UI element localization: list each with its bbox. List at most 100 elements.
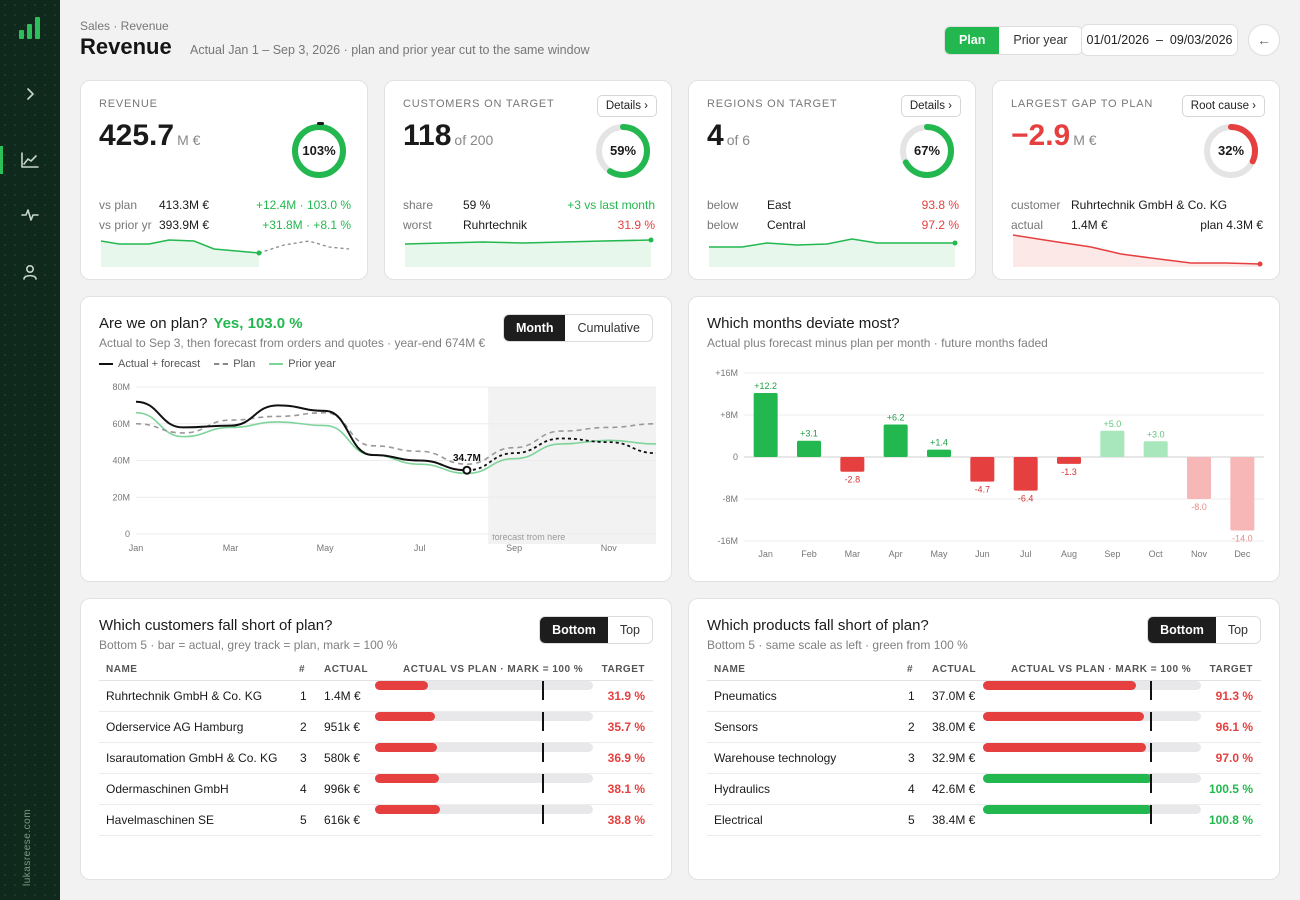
actual-bar: [983, 805, 1153, 814]
row-target: 91.3 %: [1215, 689, 1253, 703]
column-header[interactable]: #: [299, 664, 306, 675]
row-rank: 5: [908, 813, 915, 827]
table-row[interactable]: Hydraulics 4 42.6M € 100.5 %: [707, 774, 1261, 805]
current-point-label: 34.7M: [453, 453, 481, 464]
row-name: Warehouse technology: [714, 751, 837, 765]
row-name: Electrical: [714, 813, 763, 827]
target-mark: [1149, 681, 1152, 700]
actual-bar: [375, 712, 435, 721]
actual-bar: [983, 681, 1137, 690]
kpi-ring: 103%: [289, 121, 349, 181]
top-toggle-button[interactable]: Top: [1227, 623, 1248, 637]
site-credit[interactable]: lukasreese.com: [22, 808, 33, 886]
bar-value-label: +12.2: [754, 381, 777, 391]
row-actual: 951k €: [324, 720, 361, 734]
row-rank: 2: [300, 720, 307, 734]
row-rank: 1: [300, 689, 307, 703]
table-row[interactable]: Warehouse technology 3 32.9M € 97.0 %: [707, 743, 1261, 774]
breadcrumb[interactable]: Sales · Revenue: [80, 19, 169, 33]
y-tick-label: -8M: [723, 494, 739, 504]
column-header[interactable]: TARGET: [601, 664, 645, 675]
table-row[interactable]: Electrical 5 38.4M € 100.8 %: [707, 805, 1261, 836]
back-arrow-icon[interactable]: ←: [1248, 24, 1280, 56]
rank-toggle: Bottom Top: [1147, 616, 1261, 644]
row-actual: 38.4M €: [932, 813, 976, 827]
target-mark: [1149, 743, 1152, 762]
table-row[interactable]: Ruhrtechnik GmbH & Co. KG 1 1.4M € 31.9 %: [99, 681, 653, 712]
row-target: 35.7 %: [607, 720, 645, 734]
panel-subtitle: Bottom 5 · same scale as left · green fr…: [707, 638, 968, 652]
root-cause-button[interactable]: Root cause ›: [1181, 95, 1265, 117]
column-header[interactable]: NAME: [714, 664, 746, 675]
column-header[interactable]: ACTUAL VS PLAN · MARK = 100 %: [1011, 664, 1192, 675]
ring-gauge: [292, 122, 346, 178]
legend-item-plan[interactable]: Plan: [214, 358, 255, 370]
table-row[interactable]: Havelmaschinen SE 5 616k € 38.8 %: [99, 805, 653, 836]
details-button[interactable]: Details ›: [596, 95, 657, 117]
table-row[interactable]: Oderservice AG Hamburg 2 951k € 35.7 %: [99, 712, 653, 743]
y-tick-label: -16M: [717, 536, 738, 546]
user-icon[interactable]: [0, 257, 60, 287]
table-row[interactable]: Sensors 2 38.0M € 96.1 %: [707, 712, 1261, 743]
compare-toggle: Plan Prior year: [944, 26, 1083, 55]
kpi-label: REVENUE: [99, 98, 158, 110]
x-tick-label: Aug: [1061, 549, 1077, 559]
gap-sparkline: [1012, 234, 1263, 267]
y-tick-label: 40M: [112, 456, 130, 466]
bar-value-label: -2.8: [845, 475, 861, 485]
bar-jun: [970, 457, 995, 482]
plan-track: [983, 712, 1201, 731]
logo-bars-icon[interactable]: [19, 17, 41, 39]
kpi-card-revenue: REVENUE 425.7 M € 103% vs plan 413.3M € +12…: [80, 80, 368, 280]
chevron-right-icon[interactable]: [0, 79, 60, 109]
column-header[interactable]: TARGET: [1209, 664, 1253, 675]
pulse-icon[interactable]: [0, 200, 60, 230]
target-mark: [1149, 805, 1152, 824]
column-header[interactable]: #: [907, 664, 914, 675]
bar-value-label: -8.0: [1191, 502, 1207, 512]
kpi-card-largest-gap: LARGEST GAP TO PLAN Root cause › −2.9 M €…: [992, 80, 1280, 280]
compare-plan-button[interactable]: Plan: [945, 27, 1000, 54]
kpi-value: 4 of 6: [707, 119, 751, 152]
bar-value-label: -14.0: [1232, 534, 1253, 544]
top-toggle-button[interactable]: Top: [619, 623, 640, 637]
row-actual: 996k €: [324, 782, 361, 796]
compare-prior-year-button[interactable]: Prior year: [1013, 33, 1068, 47]
x-tick-label: Jul: [1020, 549, 1032, 559]
table-row[interactable]: Isarautomation GmbH & Co. KG 3 580k € 36.9 …: [99, 743, 653, 774]
column-header[interactable]: ACTUAL VS PLAN · MARK = 100 %: [403, 664, 584, 675]
legend-item-actual[interactable]: Actual + forecast: [99, 358, 200, 370]
regions-sparkline: [709, 238, 958, 267]
cumulative-toggle-button[interactable]: Cumulative: [577, 321, 640, 335]
x-tick-label: May: [930, 549, 948, 559]
row-actual: 616k €: [324, 813, 361, 827]
bar-value-label: -4.7: [975, 485, 991, 495]
date-range-picker[interactable]: 01/01/2026 – 09/03/2026: [1081, 24, 1238, 56]
column-header[interactable]: ACTUAL: [932, 664, 977, 675]
details-button[interactable]: Details ›: [900, 95, 961, 117]
bar-dec: [1230, 457, 1255, 531]
row-rank: 3: [908, 751, 915, 765]
actual-bar: [375, 681, 429, 690]
bottom-toggle-button[interactable]: Bottom: [540, 617, 608, 643]
column-header[interactable]: NAME: [106, 664, 138, 675]
panel-title: Are we on plan? Yes, 103.0 %: [99, 315, 303, 332]
table-row[interactable]: Odermaschinen GmbH 4 996k € 38.1 %: [99, 774, 653, 805]
legend-item-prior-year[interactable]: Prior year: [269, 358, 336, 370]
x-tick-label: Nov: [601, 543, 618, 553]
bottom-toggle-button[interactable]: Bottom: [1148, 617, 1216, 643]
month-toggle-button[interactable]: Month: [503, 315, 566, 341]
kpi-value: −2.9 M €: [1011, 119, 1097, 152]
kpi-label: LARGEST GAP TO PLAN: [1011, 98, 1154, 110]
chart-line-icon[interactable]: [0, 145, 60, 175]
table-row[interactable]: Pneumatics 1 37.0M € 91.3 %: [707, 681, 1261, 712]
actual-bar: [983, 712, 1145, 721]
y-tick-label: 20M: [112, 492, 130, 502]
kpi-value: 118 of 200: [403, 119, 494, 152]
active-nav-indicator: [0, 146, 3, 174]
series-actual: [135, 400, 467, 472]
panel-title: Which customers fall short of plan?: [99, 617, 333, 634]
column-header[interactable]: ACTUAL: [324, 664, 369, 675]
page-subtitle: Actual Jan 1 – Sep 3, 2026 · plan and pr…: [190, 43, 590, 57]
bar-value-label: -6.4: [1018, 494, 1034, 504]
